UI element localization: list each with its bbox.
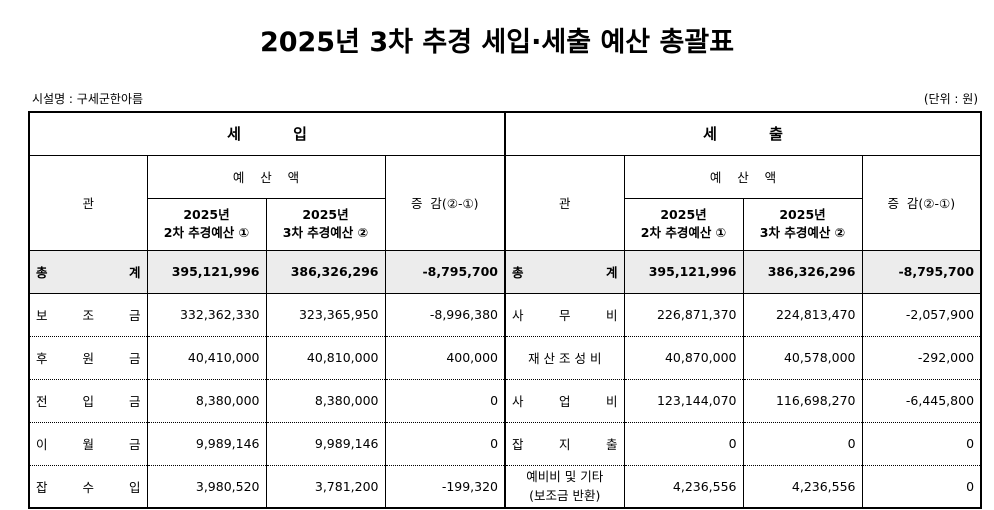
- expense-diff: -292,000: [861, 335, 983, 380]
- income-col-item: 관: [28, 154, 148, 251]
- income-col-prev: 2025년 2차 추경예산 ①: [146, 197, 267, 251]
- income-prev: 3,980,520: [146, 464, 267, 509]
- expense-col-budget: 예 산 액: [623, 154, 863, 199]
- page-title: 2025년 3차 추경 세입·세출 예산 총괄표: [259, 27, 735, 58]
- income-col-budget: 예 산 액: [146, 154, 386, 199]
- income-curr: 3,781,200: [265, 464, 386, 509]
- expense-curr: 116,698,270: [742, 378, 863, 423]
- income-prev: 8,380,000: [146, 378, 267, 423]
- expense-curr: 4,236,556: [742, 464, 863, 509]
- income-total-curr: 386,326,296: [265, 249, 386, 294]
- expense-total-prev: 395,121,996: [623, 249, 744, 294]
- income-col-curr: 2025년 3차 추경예산 ②: [265, 197, 386, 251]
- income-prev: 40,410,000: [146, 335, 267, 380]
- expense-prev: 0: [623, 421, 744, 466]
- income-diff: -199,320: [384, 464, 506, 509]
- expense-diff: -2,057,900: [861, 292, 983, 337]
- income-curr: 9,989,146: [265, 421, 386, 466]
- income-prev: 332,362,330: [146, 292, 267, 337]
- expense-prev: 4,236,556: [623, 464, 744, 509]
- expense-curr: 40,578,000: [742, 335, 863, 380]
- income-curr: 40,810,000: [265, 335, 386, 380]
- expense-prev: 40,870,000: [623, 335, 744, 380]
- expense-diff: 0: [861, 421, 983, 466]
- expense-col-diff: 증 감(②-①): [861, 154, 983, 251]
- income-diff: 0: [384, 378, 506, 423]
- income-col-diff: 증 감(②-①): [384, 154, 506, 251]
- expense-diff: 0: [861, 464, 983, 509]
- income-diff: 400,000: [384, 335, 506, 380]
- income-diff: -8,996,380: [384, 292, 506, 337]
- expense-curr: 224,813,470: [742, 292, 863, 337]
- expense-item-label: 예비비 및 기타 (보조금 반환): [504, 464, 625, 509]
- expense-total-curr: 386,326,296: [742, 249, 863, 294]
- expense-col-item: 관: [504, 154, 625, 251]
- expense-curr: 0: [742, 421, 863, 466]
- income-curr: 8,380,000: [265, 378, 386, 423]
- expense-prev: 123,144,070: [623, 378, 744, 423]
- income-total-prev: 395,121,996: [146, 249, 267, 294]
- expense-header: 세 출: [504, 111, 983, 156]
- expense-item-label: 재 산 조 성 비: [504, 335, 625, 380]
- expense-diff: -6,445,800: [861, 378, 983, 423]
- facility-name: 시설명 : 구세군한아름: [32, 92, 144, 106]
- income-header: 세 입: [27, 111, 506, 156]
- expense-col-prev: 2025년 2차 추경예산 ①: [623, 197, 744, 251]
- unit-label: (단위 : 원): [923, 92, 978, 106]
- expense-prev: 226,871,370: [623, 292, 744, 337]
- income-total-diff: -8,795,700: [384, 249, 506, 294]
- expense-col-curr: 2025년 3차 추경예산 ②: [742, 197, 863, 251]
- budget-summary-table: 세 입 세 출 관 예 산 액 증 감(②-①) 관 예 산 액 증 감(②-①…: [27, 111, 983, 509]
- income-prev: 9,989,146: [146, 421, 267, 466]
- income-curr: 323,365,950: [265, 292, 386, 337]
- expense-total-diff: -8,795,700: [861, 249, 983, 294]
- income-diff: 0: [384, 421, 506, 466]
